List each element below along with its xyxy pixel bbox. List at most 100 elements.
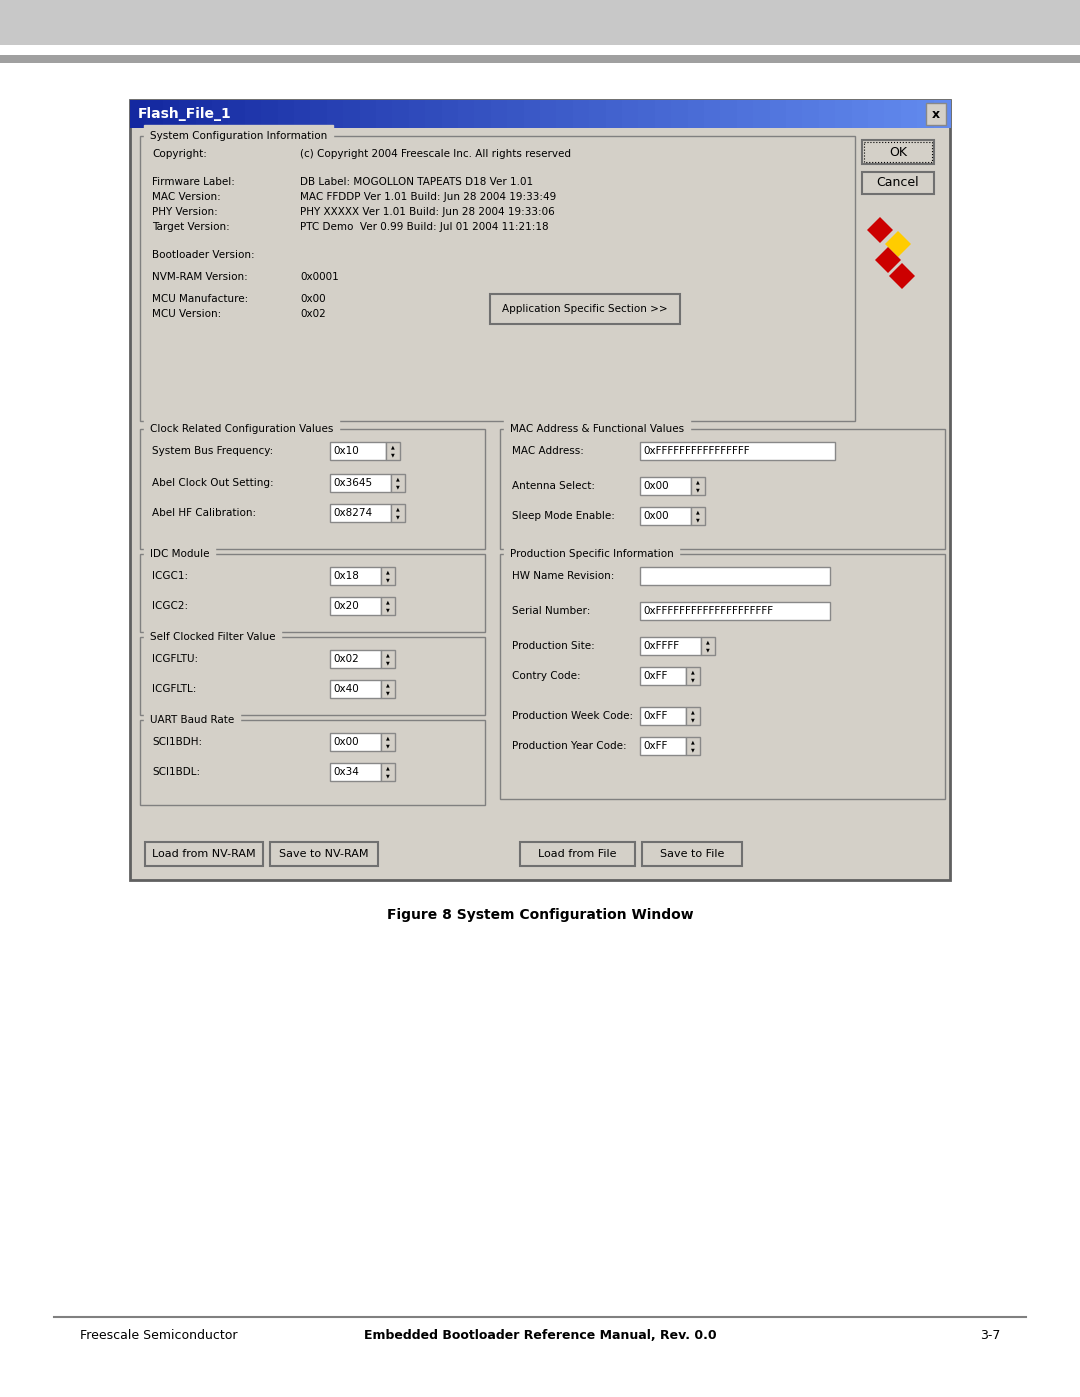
- Text: ▲: ▲: [697, 510, 700, 514]
- Text: ▼: ▼: [391, 453, 395, 457]
- Text: Application Specific Section >>: Application Specific Section >>: [502, 305, 667, 314]
- Text: Target Version:: Target Version:: [152, 222, 230, 232]
- Bar: [590, 101, 607, 129]
- Bar: [442, 101, 459, 129]
- Text: ▲: ▲: [691, 710, 694, 714]
- Bar: [654, 101, 672, 129]
- Text: ▼: ▼: [387, 774, 390, 778]
- Bar: [409, 101, 427, 129]
- Text: ▼: ▼: [697, 517, 700, 522]
- Bar: [640, 738, 686, 754]
- Text: Copyright:: Copyright:: [152, 149, 207, 159]
- Bar: [868, 101, 886, 129]
- Bar: [381, 680, 395, 698]
- Text: Firmware Label:: Firmware Label:: [152, 177, 234, 187]
- Bar: [343, 101, 361, 129]
- Text: ▼: ▼: [387, 608, 390, 612]
- Text: ▼: ▼: [691, 678, 694, 683]
- Text: 0xFF: 0xFF: [643, 711, 667, 721]
- Bar: [500, 555, 945, 799]
- Text: 0x00: 0x00: [643, 511, 669, 521]
- Text: System Bus Frequency:: System Bus Frequency:: [152, 446, 273, 455]
- Text: ▼: ▼: [691, 718, 694, 722]
- Bar: [786, 101, 804, 129]
- Bar: [330, 680, 381, 698]
- Text: 0xFF: 0xFF: [643, 740, 667, 752]
- Bar: [819, 101, 836, 129]
- Text: ICGC2:: ICGC2:: [152, 601, 188, 610]
- Bar: [606, 101, 623, 129]
- Text: ▼: ▼: [697, 488, 700, 493]
- Text: ▼: ▼: [691, 747, 694, 753]
- Text: 0xFFFFFFFFFFFFFFFFFFFF: 0xFFFFFFFFFFFFFFFFFFFF: [643, 606, 773, 616]
- Text: ▲: ▲: [387, 683, 390, 687]
- Bar: [0, 54, 1080, 63]
- Text: ▼: ▼: [706, 647, 710, 652]
- Text: 0x00: 0x00: [333, 738, 359, 747]
- Text: HW Name Revision:: HW Name Revision:: [512, 571, 615, 581]
- Bar: [330, 597, 381, 615]
- Bar: [330, 567, 381, 585]
- Text: Embedded Bootloader Reference Manual, Rev. 0.0: Embedded Bootloader Reference Manual, Re…: [364, 1329, 716, 1343]
- Text: ▲: ▲: [387, 599, 390, 605]
- Text: Save to File: Save to File: [660, 849, 725, 859]
- Bar: [640, 441, 835, 460]
- Text: ▲: ▲: [387, 736, 390, 740]
- Text: 0x18: 0x18: [333, 571, 359, 581]
- Bar: [686, 738, 700, 754]
- Bar: [426, 101, 443, 129]
- Text: 3-7: 3-7: [980, 1329, 1000, 1343]
- Bar: [737, 101, 754, 129]
- Bar: [642, 842, 742, 866]
- Bar: [163, 101, 180, 129]
- Text: 0x20: 0x20: [333, 601, 359, 610]
- Text: Load from File: Load from File: [538, 849, 617, 859]
- Text: Bootloader Version:: Bootloader Version:: [152, 250, 255, 260]
- Bar: [864, 142, 932, 162]
- Bar: [330, 504, 391, 522]
- Bar: [270, 842, 378, 866]
- Bar: [245, 101, 262, 129]
- Text: SCI1BDL:: SCI1BDL:: [152, 767, 200, 777]
- Text: ▲: ▲: [387, 652, 390, 658]
- Bar: [686, 707, 700, 725]
- Text: 0x8274: 0x8274: [333, 509, 373, 518]
- Bar: [140, 136, 855, 420]
- Bar: [901, 101, 918, 129]
- Bar: [640, 507, 691, 525]
- Text: 0x02: 0x02: [333, 654, 359, 664]
- Bar: [770, 101, 787, 129]
- Bar: [691, 507, 705, 525]
- Polygon shape: [889, 263, 915, 289]
- Bar: [622, 101, 639, 129]
- Text: MCU Manufacture:: MCU Manufacture:: [152, 293, 248, 305]
- Bar: [556, 101, 573, 129]
- Bar: [753, 101, 771, 129]
- Text: Sleep Mode Enable:: Sleep Mode Enable:: [512, 511, 615, 521]
- Bar: [474, 101, 491, 129]
- Bar: [140, 555, 485, 631]
- Text: OK: OK: [889, 145, 907, 158]
- Bar: [140, 429, 485, 549]
- Text: Production Specific Information: Production Specific Information: [510, 549, 674, 559]
- Bar: [130, 101, 950, 880]
- Text: 0xFFFF: 0xFFFF: [643, 641, 679, 651]
- Text: ▲: ▲: [387, 766, 390, 771]
- Text: 0xFFFFFFFFFFFFFFFF: 0xFFFFFFFFFFFFFFFF: [643, 446, 750, 455]
- Bar: [933, 101, 951, 129]
- Text: Abel HF Calibration:: Abel HF Calibration:: [152, 509, 256, 518]
- Bar: [140, 719, 485, 805]
- Text: PHY Version:: PHY Version:: [152, 207, 218, 217]
- Text: Production Year Code:: Production Year Code:: [512, 740, 626, 752]
- Text: Antenna Select:: Antenna Select:: [512, 481, 595, 490]
- Bar: [701, 637, 715, 655]
- Bar: [640, 637, 701, 655]
- Text: UART Baud Rate: UART Baud Rate: [150, 715, 234, 725]
- Bar: [228, 101, 246, 129]
- Bar: [330, 763, 381, 781]
- Bar: [179, 101, 197, 129]
- Bar: [327, 101, 345, 129]
- Text: Cancel: Cancel: [877, 176, 919, 190]
- Bar: [0, 0, 1080, 45]
- Bar: [500, 429, 945, 549]
